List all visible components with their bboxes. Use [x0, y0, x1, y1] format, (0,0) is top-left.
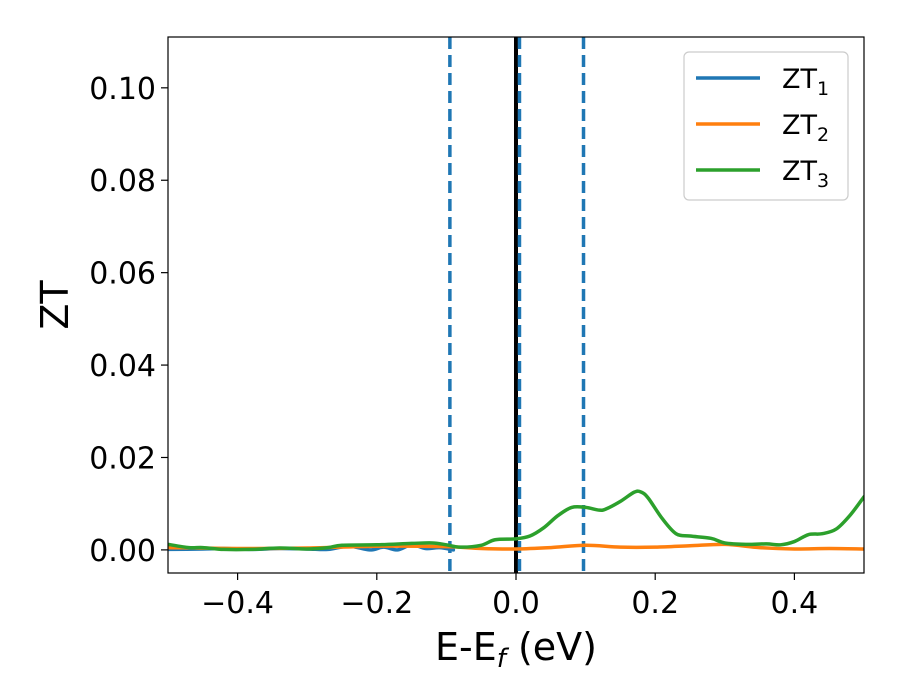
x-axis: −0.4 −0.2 0.0 0.2 0.4: [201, 573, 818, 621]
x-axis-label: E-Ef (eV): [435, 625, 597, 674]
x-tick-label: 0.4: [771, 586, 819, 621]
legend-label-zt3: ZT3: [782, 156, 829, 192]
y-tick-label: 0.08: [89, 164, 156, 199]
y-tick-label: 0.06: [89, 257, 156, 292]
y-tick-label: 0.04: [89, 349, 156, 384]
legend-label-subscript: 1: [817, 78, 829, 100]
x-axis-label-main: E-E: [435, 625, 497, 669]
y-axis-label: ZT: [33, 280, 77, 330]
y-tick-label: 0.10: [89, 72, 156, 107]
legend-frame: [683, 51, 849, 201]
x-tick-label: 0.2: [631, 586, 679, 621]
legend-label-subscript: 3: [817, 170, 829, 192]
x-tick-label: −0.4: [201, 586, 274, 621]
x-tick-label: −0.2: [340, 586, 413, 621]
y-tick-label: 0.02: [89, 441, 156, 476]
y-axis: 0.00 0.02 0.04 0.06 0.08 0.10: [89, 72, 168, 569]
reference-lines: [448, 37, 586, 573]
x-axis-label-unit: (eV): [506, 625, 597, 669]
series-line-zt3: [168, 489, 864, 552]
y-tick-label: 0.00: [89, 534, 156, 569]
series-lines: [168, 489, 864, 552]
x-tick-label: 0.0: [492, 586, 540, 621]
legend-label-subscript: 2: [817, 124, 829, 146]
